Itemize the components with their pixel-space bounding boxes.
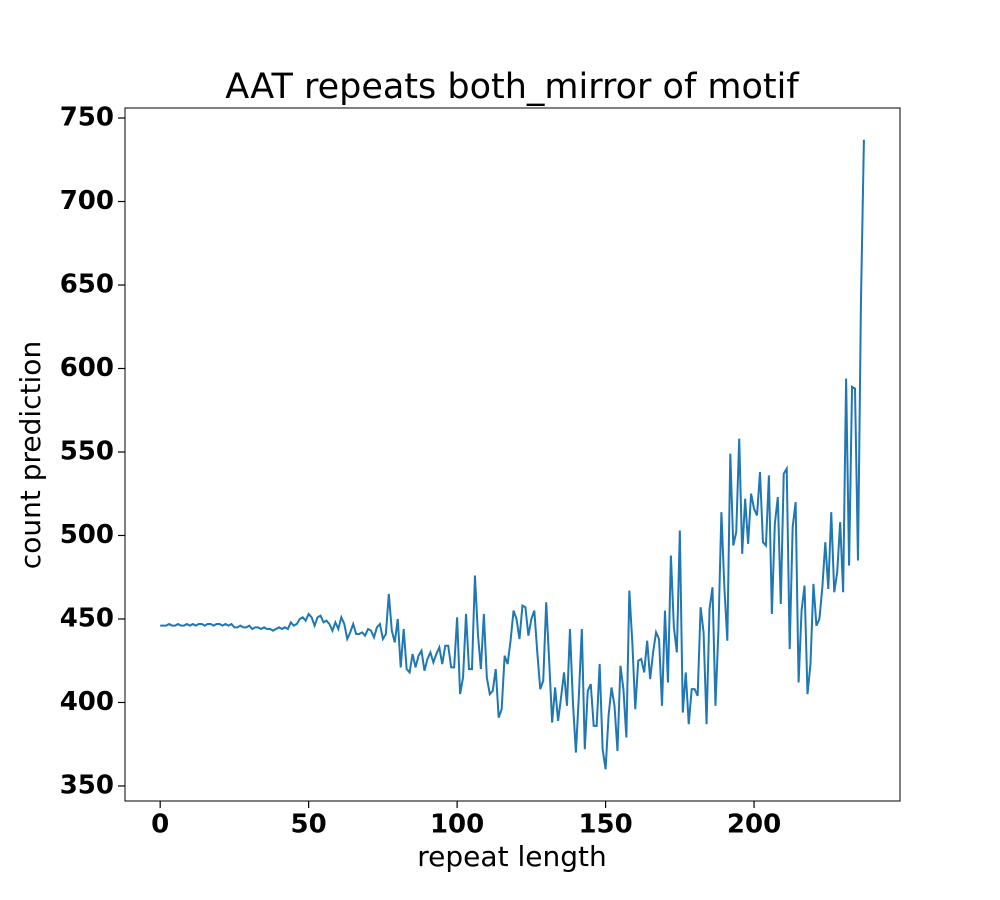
x-tick-label: 50: [291, 810, 327, 840]
chart-title: AAT repeats both_mirror of motif: [225, 67, 799, 107]
x-tick-label: 0: [151, 810, 169, 840]
line-series: [160, 139, 865, 770]
y-tick-label: 600: [60, 353, 114, 383]
y-tick-label: 550: [60, 436, 114, 466]
y-tick-label: 450: [60, 603, 114, 633]
y-axis-label: count prediction: [14, 341, 47, 569]
x-axis-label: repeat length: [417, 840, 606, 873]
plot-frame: [124, 107, 901, 802]
y-tick-label: 400: [60, 687, 114, 717]
y-tick-label: 350: [60, 770, 114, 800]
x-tick-label: 100: [430, 810, 484, 840]
y-tick-label: 750: [60, 103, 114, 133]
y-tick-label: 650: [60, 270, 114, 300]
x-tick-label: 150: [578, 810, 632, 840]
y-tick-label: 500: [60, 520, 114, 550]
y-tick-label: 700: [60, 186, 114, 216]
x-tick-label: 200: [727, 810, 781, 840]
